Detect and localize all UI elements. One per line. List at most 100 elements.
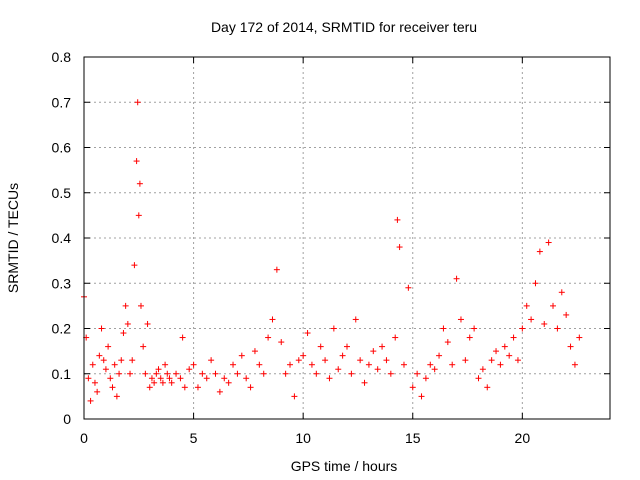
data-point [203, 375, 210, 382]
data-point [567, 343, 574, 350]
data-point [326, 375, 333, 382]
data-point [396, 244, 403, 251]
data-point [159, 379, 166, 386]
data-point [370, 348, 377, 355]
data-point [190, 361, 197, 368]
y-axis-label: SRMTID / TECUs [5, 183, 21, 293]
data-point [335, 366, 342, 373]
data-point [122, 302, 129, 309]
data-point [98, 325, 105, 332]
data-point [462, 357, 469, 364]
y-tick-label: 0 [63, 411, 71, 427]
data-point [322, 357, 329, 364]
y-tick-label: 0.4 [52, 230, 72, 246]
data-point [124, 320, 131, 327]
data-point [164, 370, 171, 377]
data-point [140, 343, 147, 350]
data-point [208, 357, 215, 364]
data-point [405, 284, 412, 291]
data-point [571, 361, 578, 368]
data-point [177, 375, 184, 382]
data-point [127, 370, 134, 377]
y-tick-label: 0.3 [52, 275, 72, 291]
data-point [96, 352, 103, 359]
data-point [300, 352, 307, 359]
data-point [471, 325, 478, 332]
data-point [554, 325, 561, 332]
data-point [506, 352, 513, 359]
data-point [168, 379, 175, 386]
data-point [383, 357, 390, 364]
data-point [444, 339, 451, 346]
data-point [105, 343, 112, 350]
data-point [361, 379, 368, 386]
data-point [134, 99, 141, 106]
data-point [162, 361, 169, 368]
data-point [558, 289, 565, 296]
data-point [313, 370, 320, 377]
data-point [409, 384, 416, 391]
data-point [387, 370, 394, 377]
x-axis-label: GPS time / hours [291, 458, 398, 474]
data-point [357, 357, 364, 364]
data-point [519, 325, 526, 332]
data-point [295, 357, 302, 364]
data-point [153, 370, 160, 377]
data-point [146, 384, 153, 391]
data-point [493, 348, 500, 355]
data-point [113, 393, 120, 400]
x-tick-label: 15 [405, 430, 421, 446]
data-point [484, 384, 491, 391]
data-point [414, 370, 421, 377]
chart-title: Day 172 of 2014, SRMTID for receiver ter… [211, 19, 477, 35]
data-point [225, 379, 232, 386]
data-point [107, 375, 114, 382]
data-point [545, 239, 552, 246]
data-point [501, 343, 508, 350]
data-point [142, 370, 149, 377]
data-point [536, 248, 543, 255]
data-point [144, 320, 151, 327]
data-point [394, 216, 401, 223]
data-point [216, 388, 223, 395]
data-point [374, 366, 381, 373]
data-point [102, 366, 109, 373]
data-point [523, 302, 530, 309]
data-points [81, 99, 583, 404]
data-point [291, 393, 298, 400]
data-point [100, 357, 107, 364]
data-point [116, 370, 123, 377]
data-point [418, 393, 425, 400]
data-point [173, 370, 180, 377]
data-point [179, 334, 186, 341]
data-point [135, 212, 142, 219]
data-point [111, 361, 118, 368]
data-point [510, 334, 517, 341]
data-point [118, 357, 125, 364]
y-tick-label: 0.2 [52, 321, 72, 337]
axis-ticks: 0 0.1 0.2 0.3 0.4 0.5 0.6 0.7 0.8 0 5 10 15 20 [52, 49, 610, 446]
data-point [129, 357, 136, 364]
data-point [479, 366, 486, 373]
data-point [514, 357, 521, 364]
data-point [475, 375, 482, 382]
data-point [148, 375, 155, 382]
data-point [282, 370, 289, 377]
data-point [532, 280, 539, 287]
x-tick-label: 10 [295, 430, 311, 446]
data-point [330, 325, 337, 332]
data-point [497, 361, 504, 368]
data-point [85, 375, 92, 382]
data-point [199, 370, 206, 377]
y-tick-label: 0.5 [52, 185, 72, 201]
y-tick-label: 0.8 [52, 49, 72, 65]
data-point [151, 379, 158, 386]
data-point [488, 357, 495, 364]
data-point [251, 348, 258, 355]
data-point [131, 262, 138, 269]
data-point [94, 388, 101, 395]
data-point [186, 366, 193, 373]
y-tick-label: 0.1 [52, 366, 72, 382]
data-point [431, 366, 438, 373]
x-tick-label: 0 [80, 430, 88, 446]
